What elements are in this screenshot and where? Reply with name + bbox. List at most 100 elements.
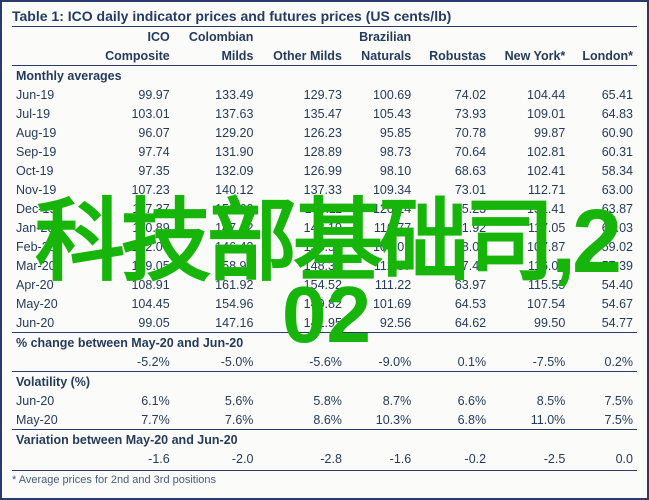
row-label <box>12 449 90 468</box>
cell-value: 140.12 <box>174 180 258 199</box>
hdr-bot-3: Other Milds <box>257 46 346 66</box>
cell-value: 99.97 <box>90 85 174 104</box>
cell-value: 101.69 <box>346 294 415 313</box>
cell-value: 105.43 <box>346 104 415 123</box>
cell-value: 68.63 <box>415 161 490 180</box>
table-row: Jul-19103.01137.63135.47105.4373.93109.0… <box>12 104 637 123</box>
cell-value: 73.01 <box>415 180 490 199</box>
cell-value: 92.56 <box>346 313 415 333</box>
cell-value: -7.5% <box>490 352 569 372</box>
cell-value: 150.60 <box>174 199 258 218</box>
cell-value: -1.6 <box>90 449 174 468</box>
cell-value: 6.1% <box>90 391 174 410</box>
hdr-top-7 <box>569 27 637 46</box>
hdr-top-0 <box>12 27 90 46</box>
cell-value: -2.5 <box>490 449 569 468</box>
cell-value: 54.77 <box>569 313 637 333</box>
cell-value: 131.41 <box>490 199 569 218</box>
cell-value: 102.81 <box>490 142 569 161</box>
cell-value: 112.71 <box>490 180 569 199</box>
cell-value: 154.52 <box>257 275 346 294</box>
table-row: -1.6-2.0-2.8-1.6-0.2-2.50.0 <box>12 449 637 468</box>
cell-value: 99.05 <box>90 313 174 333</box>
cell-value: 70.78 <box>415 123 490 142</box>
table-row: Jun-2099.05147.16141.9592.5664.6299.5054… <box>12 313 637 333</box>
cell-value: 117.37 <box>90 199 174 218</box>
cell-value: 116.77 <box>346 218 415 237</box>
section-title: % change between May-20 and Jun-20 <box>12 333 637 352</box>
cell-value: -0.2 <box>415 449 490 468</box>
table-row: May-207.7%7.6%8.6%10.3%6.8%11.0%7.5% <box>12 410 637 430</box>
cell-value: 148.11 <box>257 199 346 218</box>
cell-value: 131.90 <box>174 142 258 161</box>
cell-value: 98.73 <box>346 142 415 161</box>
hdr-top-6 <box>490 27 569 46</box>
table-body: Monthly averagesJun-1999.97133.49129.731… <box>12 66 637 468</box>
table-caption: Table 1: ICO daily indicator prices and … <box>12 8 637 26</box>
cell-value: 104.45 <box>90 294 174 313</box>
cell-value: 57.39 <box>569 256 637 275</box>
cell-value: -2.8 <box>257 449 346 468</box>
cell-value: 135.47 <box>257 104 346 123</box>
row-label <box>12 352 90 372</box>
cell-value: 154.96 <box>174 294 258 313</box>
cell-value: 96.07 <box>90 123 174 142</box>
cell-value: 102.00 <box>90 237 174 256</box>
cell-value: 128.89 <box>257 142 346 161</box>
cell-value: 63.97 <box>415 275 490 294</box>
price-table: ICO Colombian Brazilian Composite Milds … <box>12 26 637 468</box>
cell-value: -2.0 <box>174 449 258 468</box>
hdr-bot-6: New York* <box>490 46 569 66</box>
cell-value: 133.49 <box>174 85 258 104</box>
cell-value: -5.0% <box>174 352 258 372</box>
cell-value: 149.82 <box>257 294 346 313</box>
cell-value: -1.6 <box>346 449 415 468</box>
section-title: Variation between May-20 and Jun-20 <box>12 430 637 449</box>
cell-value: 7.7% <box>90 410 174 430</box>
row-label: May-20 <box>12 410 90 430</box>
table-footnote: * Average prices for 2nd and 3rd positio… <box>12 470 637 486</box>
cell-value: 0.2% <box>569 352 637 372</box>
table-row: -5.2%-5.0%-5.6%-9.0%0.1%-7.5%0.2% <box>12 352 637 372</box>
cell-value: 74.02 <box>415 85 490 104</box>
cell-value: 11.0% <box>490 410 569 430</box>
cell-value: 143.19 <box>257 218 346 237</box>
row-label: Nov-19 <box>12 180 90 199</box>
cell-value: -5.6% <box>257 352 346 372</box>
cell-value: 126.99 <box>257 161 346 180</box>
cell-value: 148.33 <box>257 256 346 275</box>
cell-value: 6.6% <box>415 391 490 410</box>
cell-value: 110.89 <box>90 218 174 237</box>
cell-value: 107.87 <box>490 237 569 256</box>
cell-value: 147.16 <box>174 313 258 333</box>
cell-value: 8.5% <box>490 391 569 410</box>
cell-value: 73.93 <box>415 104 490 123</box>
cell-value: 158.99 <box>174 256 258 275</box>
hdr-bot-5: Robustas <box>415 46 490 66</box>
table-row: Nov-19107.23140.12137.33109.3473.01112.7… <box>12 180 637 199</box>
cell-value: 99.87 <box>490 123 569 142</box>
cell-value: 117.05 <box>490 218 569 237</box>
cell-value: 58.34 <box>569 161 637 180</box>
cell-value: 116.09 <box>490 256 569 275</box>
cell-value: 120.14 <box>346 199 415 218</box>
cell-value: 64.83 <box>569 104 637 123</box>
cell-value: 0.1% <box>415 352 490 372</box>
hdr-top-4: Brazilian <box>346 27 415 46</box>
hdr-bot-1: Composite <box>90 46 174 66</box>
cell-value: 147.12 <box>174 218 258 237</box>
cell-value: 6.8% <box>415 410 490 430</box>
row-label: Dec-19 <box>12 199 90 218</box>
cell-value: 67.46 <box>415 256 490 275</box>
cell-value: 126.23 <box>257 123 346 142</box>
cell-value: 137.33 <box>257 180 346 199</box>
table-row: Sep-1997.74131.90128.8998.7370.64102.816… <box>12 142 637 161</box>
cell-value: 103.01 <box>90 104 174 123</box>
row-label: Aug-19 <box>12 123 90 142</box>
row-label: Jun-19 <box>12 85 90 104</box>
cell-value: 129.73 <box>257 85 346 104</box>
cell-value: 141.95 <box>257 313 346 333</box>
row-label: Jun-20 <box>12 313 90 333</box>
cell-value: 97.74 <box>90 142 174 161</box>
cell-value: 99.50 <box>490 313 569 333</box>
